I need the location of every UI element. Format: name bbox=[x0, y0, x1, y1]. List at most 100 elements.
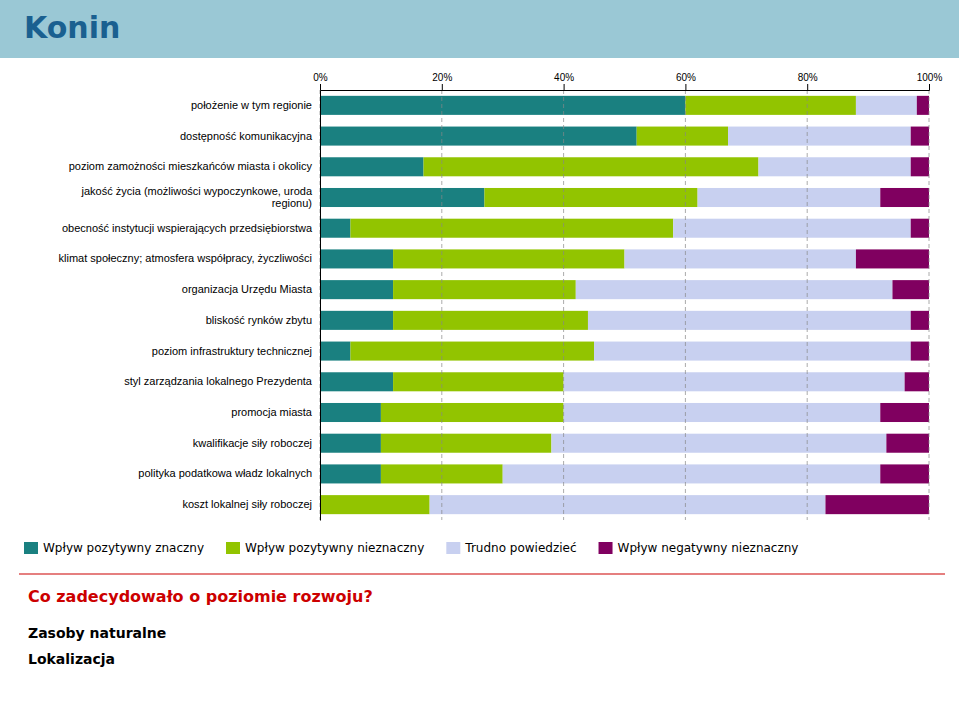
y-tick: klimat społeczny; atmosfera współpracy, … bbox=[59, 252, 320, 264]
y-tick-label: poziom infrastruktury technicznej bbox=[152, 345, 312, 357]
bars bbox=[320, 96, 929, 514]
y-tick-label-line: jakość życia (możliwości wypoczynkowe, u… bbox=[81, 185, 313, 197]
legend-item: Wpływ pozytywny nieznaczny bbox=[226, 541, 424, 555]
bar bbox=[825, 495, 929, 514]
legend-item: Wpływ negatywny nieznaczny bbox=[599, 541, 799, 555]
y-tick-label-line: koszt lokalnej siły roboczej bbox=[182, 498, 312, 510]
bar bbox=[698, 188, 881, 207]
chart: Konin0%20%40%60%80%100%położenie w tym r… bbox=[0, 0, 959, 709]
bar bbox=[430, 495, 826, 514]
y-tick-label-line: bliskość rynków zbytu bbox=[206, 314, 312, 326]
bar bbox=[393, 372, 564, 391]
y-tick: bliskość rynków zbytu bbox=[206, 314, 320, 326]
bar bbox=[892, 280, 929, 299]
x-tick-label: 60% bbox=[676, 72, 696, 83]
y-tick-label: organizacja Urzędu Miasta bbox=[182, 283, 313, 295]
grid-line bbox=[685, 90, 686, 520]
bar bbox=[320, 372, 393, 391]
y-tick-label: obecność instytucji wspierających przeds… bbox=[62, 222, 313, 234]
bar bbox=[911, 127, 929, 146]
annotation-item: Lokalizacja bbox=[28, 651, 115, 667]
bar bbox=[350, 342, 594, 361]
bar bbox=[758, 157, 910, 176]
y-tick-label: dostępność komunikacyjna bbox=[180, 130, 313, 142]
x-tick-mark bbox=[442, 84, 443, 90]
y-tick: obecność instytucji wspierających przeds… bbox=[62, 222, 320, 234]
x-tick-mark bbox=[320, 84, 321, 90]
bar bbox=[320, 127, 637, 146]
y-tick-label-line: poziom zamożności mieszkańców miasta i o… bbox=[69, 160, 313, 172]
bar bbox=[320, 342, 350, 361]
bar bbox=[320, 403, 381, 422]
y-tick-label: promocja miasta bbox=[231, 406, 313, 418]
x-tick: 60% bbox=[676, 72, 696, 90]
series bbox=[430, 96, 917, 514]
y-tick-label: klimat społeczny; atmosfera współpracy, … bbox=[59, 252, 312, 264]
y-tick: jakość życia (możliwości wypoczynkowe, u… bbox=[81, 185, 320, 210]
y-axis: położenie w tym regionie dostępność komun… bbox=[59, 91, 321, 521]
bar bbox=[856, 249, 929, 268]
legend-item: Wpływ pozytywny znaczny bbox=[24, 541, 204, 555]
bar bbox=[393, 249, 624, 268]
x-tick: 20% bbox=[432, 72, 452, 90]
y-tick-label: bliskość rynków zbytu bbox=[206, 314, 312, 326]
bar bbox=[320, 464, 381, 483]
annotation-item: Zasoby naturalne bbox=[28, 625, 166, 641]
y-tick: polityka podatkowa władz lokalnych bbox=[138, 467, 320, 479]
bar bbox=[320, 280, 393, 299]
legend-swatch bbox=[226, 542, 240, 554]
bar bbox=[424, 157, 759, 176]
y-tick-label-line: regionu) bbox=[272, 197, 312, 209]
bar bbox=[637, 127, 728, 146]
bar bbox=[381, 434, 552, 453]
bar bbox=[576, 280, 893, 299]
bar bbox=[886, 434, 929, 453]
y-tick-label-line: polityka podatkowa władz lokalnych bbox=[138, 467, 312, 479]
header-background bbox=[0, 0, 959, 58]
bar bbox=[320, 311, 393, 330]
x-axis-line bbox=[321, 84, 930, 91]
y-tick: kwalifikacje siły roboczej bbox=[193, 437, 320, 449]
x-tick-label: 80% bbox=[798, 72, 818, 83]
legend-label: Wpływ negatywny nieznaczny bbox=[618, 541, 799, 555]
bar bbox=[350, 219, 673, 238]
y-tick-label-line: dostępność komunikacyjna bbox=[180, 130, 313, 142]
x-tick-label: 20% bbox=[432, 72, 452, 83]
y-tick-label-line: kwalifikacje siły roboczej bbox=[193, 437, 312, 449]
bar bbox=[381, 403, 564, 422]
y-tick-label-line: styl zarządzania lokalnego Prezydenta bbox=[124, 375, 313, 387]
grid-line bbox=[441, 90, 442, 520]
y-tick-label: położenie w tym regionie bbox=[191, 99, 312, 111]
bar bbox=[911, 311, 929, 330]
bar bbox=[594, 342, 911, 361]
bar bbox=[320, 249, 393, 268]
bar bbox=[320, 434, 381, 453]
y-tick: poziom zamożności mieszkańców miasta i o… bbox=[69, 160, 320, 172]
x-tick-mark bbox=[685, 84, 686, 90]
separator bbox=[19, 573, 945, 574]
y-tick-label-line: położenie w tym regionie bbox=[191, 99, 312, 111]
y-tick-label-line: poziom infrastruktury technicznej bbox=[152, 345, 312, 357]
plot: 0%20%40%60%80%100%położenie w tym region… bbox=[59, 72, 943, 521]
bar bbox=[564, 403, 881, 422]
x-tick: 80% bbox=[798, 72, 818, 90]
y-tick-label: styl zarządzania lokalnego Prezydenta bbox=[124, 375, 313, 387]
y-axis-line bbox=[320, 91, 321, 521]
y-tick-label: poziom zamożności mieszkańców miasta i o… bbox=[69, 160, 313, 172]
bar bbox=[551, 434, 886, 453]
x-tick-mark bbox=[564, 84, 565, 90]
grid-line bbox=[320, 90, 321, 520]
bar bbox=[381, 464, 503, 483]
bar bbox=[320, 157, 424, 176]
y-tick-label: kwalifikacje siły roboczej bbox=[193, 437, 312, 449]
x-tick-mark bbox=[929, 84, 930, 90]
x-tick: 100% bbox=[917, 72, 943, 90]
grid bbox=[320, 90, 929, 520]
bar bbox=[880, 403, 929, 422]
x-tick-mark bbox=[807, 84, 808, 90]
title: Konin bbox=[24, 10, 120, 45]
bar bbox=[905, 372, 929, 391]
bar bbox=[320, 96, 685, 115]
y-tick-label-line: klimat społeczny; atmosfera współpracy, … bbox=[59, 252, 312, 264]
annotation-question: Co zadecydowało o poziomie rozwoju? bbox=[28, 587, 373, 606]
